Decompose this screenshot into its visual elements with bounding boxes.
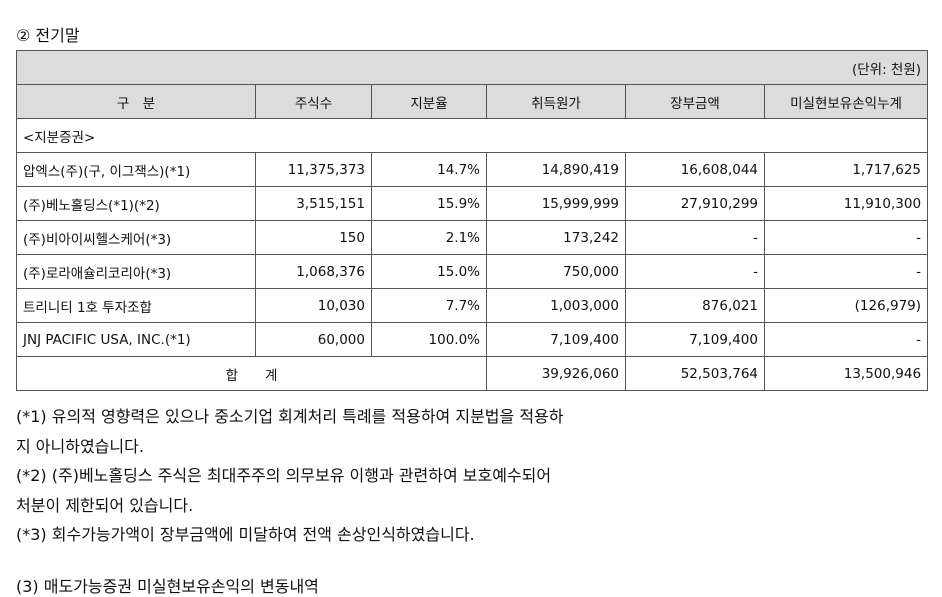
row-cost: 750,000 — [486, 254, 626, 289]
total-book: 52,503,764 — [625, 356, 765, 391]
row-cost: 7,109,400 — [486, 322, 626, 357]
row-book: 27,910,299 — [625, 186, 765, 221]
row-name: (주)로라애슐리코리아(*3) — [16, 254, 256, 289]
row-shares: 3,515,151 — [255, 186, 372, 221]
section-row: <지분증권> — [15, 118, 929, 153]
total-unrealized: 13,500,946 — [763, 356, 929, 391]
header-ratio: 지분율 — [371, 84, 487, 119]
row-book: 876,021 — [625, 288, 765, 323]
section-label: <지분증권> — [15, 118, 929, 153]
total-label: 합 계 — [16, 356, 487, 391]
header-unrealized: 미실현보유손익누계 — [763, 84, 929, 119]
total-row: 합 계 39,926,060 52,503,764 13,500,946 — [16, 356, 929, 391]
footnote-line: (*1) 유의적 영향력은 있으나 중소기업 회계처리 특례를 적용하여 지분법… — [16, 407, 564, 426]
row-shares: 60,000 — [255, 322, 372, 357]
row-book: - — [625, 254, 765, 289]
table-row: (주)로라애슐리코리아(*3) 1,068,376 15.0% 750,000 … — [16, 254, 929, 289]
header-book-value: 장부금액 — [625, 84, 765, 119]
row-shares: 10,030 — [255, 288, 372, 323]
footnotes: (*1) 유의적 영향력은 있으나 중소기업 회계처리 특례를 적용하여 지분법… — [16, 402, 563, 550]
table-row: JNJ PACIFIC USA, INC.(*1) 60,000 100.0% … — [16, 322, 929, 357]
footnote-line: (*2) (주)베노홀딩스 주식은 최대주주의 의무보유 이행과 관련하여 보호… — [16, 466, 552, 485]
table-row: 압엑스(주)(구, 이그잭스)(*1) 11,375,373 14.7% 14,… — [16, 152, 929, 187]
row-name: JNJ PACIFIC USA, INC.(*1) — [16, 322, 256, 357]
row-cost: 173,242 — [486, 220, 626, 255]
table-row: 트리니티 1호 투자조합 10,030 7.7% 1,003,000 876,0… — [16, 288, 929, 323]
row-unrealized: - — [763, 322, 929, 357]
header-category: 구 분 — [16, 84, 256, 119]
row-unrealized: (126,979) — [763, 288, 929, 323]
row-cost: 1,003,000 — [486, 288, 626, 323]
row-cost: 14,890,419 — [486, 152, 626, 187]
row-ratio: 14.7% — [371, 152, 487, 187]
total-cost: 39,926,060 — [486, 356, 626, 391]
securities-table: (단위: 천원) 구 분 주식수 지분율 취득원가 장부금액 미실현보유손익누계… — [15, 50, 929, 391]
row-shares: 1,068,376 — [255, 254, 372, 289]
row-book: 7,109,400 — [625, 322, 765, 357]
table-row: (주)비아이씨헬스케어(*3) 150 2.1% 173,242 - - — [16, 220, 929, 255]
row-unrealized: 1,717,625 — [763, 152, 929, 187]
unit-label: (단위: 천원) — [15, 50, 929, 85]
header-cost: 취득원가 — [486, 84, 626, 119]
header-shares: 주식수 — [255, 84, 372, 119]
footnote-line: 지 아니하였습니다. — [16, 436, 144, 456]
row-name: 압엑스(주)(구, 이그잭스)(*1) — [16, 152, 256, 187]
row-ratio: 15.9% — [371, 186, 487, 221]
row-ratio: 7.7% — [371, 288, 487, 323]
row-name: (주)비아이씨헬스케어(*3) — [16, 220, 256, 255]
row-unrealized: - — [763, 220, 929, 255]
section-heading: ② 전기말 — [16, 26, 80, 45]
row-unrealized: - — [763, 254, 929, 289]
table-row: (주)베노홀딩스(*1)(*2) 3,515,151 15.9% 15,999,… — [16, 186, 929, 221]
row-shares: 11,375,373 — [255, 152, 372, 187]
row-ratio: 2.1% — [371, 220, 487, 255]
unit-row: (단위: 천원) — [15, 50, 929, 85]
row-ratio: 100.0% — [371, 322, 487, 357]
row-book: 16,608,044 — [625, 152, 765, 187]
footnote-line: 처분이 제한되어 있습니다. — [16, 495, 194, 515]
row-cost: 15,999,999 — [486, 186, 626, 221]
row-unrealized: 11,910,300 — [763, 186, 929, 221]
row-ratio: 15.0% — [371, 254, 487, 289]
footnote-line: (*3) 회수가능가액이 장부금액에 미달하여 전액 손상인식하였습니다. — [16, 525, 475, 544]
next-section-heading: (3) 매도가능증권 미실현보유손익의 변동내역 — [16, 577, 319, 596]
row-name: (주)베노홀딩스(*1)(*2) — [16, 186, 256, 221]
header-row: 구 분 주식수 지분율 취득원가 장부금액 미실현보유손익누계 — [16, 84, 929, 119]
row-name: 트리니티 1호 투자조합 — [16, 288, 256, 323]
row-book: - — [625, 220, 765, 255]
row-shares: 150 — [255, 220, 372, 255]
